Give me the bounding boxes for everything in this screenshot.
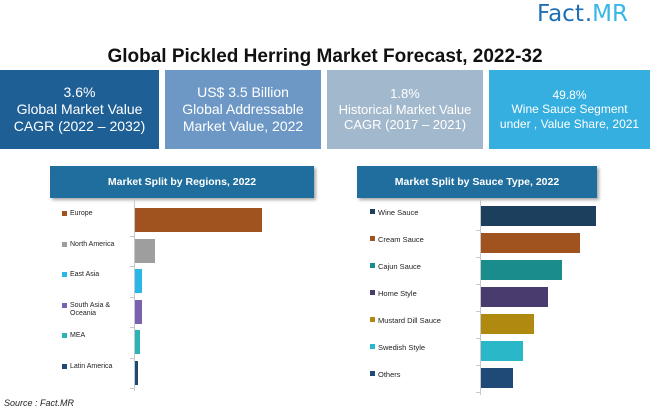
legend-swatch	[370, 263, 375, 268]
bar-mustard-dill-sauce	[481, 314, 535, 334]
bar-latin-america	[135, 360, 139, 385]
legend-swatch	[370, 371, 375, 376]
bar-south-asia-oceania	[135, 299, 142, 324]
kpi-value: 49.8%	[552, 87, 587, 102]
bar-east-asia	[135, 269, 142, 293]
kpi-caption: Global Addressable Market Value, 2022	[182, 100, 304, 135]
axis-tick	[130, 388, 134, 389]
logo-fact: Fact	[536, 1, 584, 27]
kpi-value: 1.8%	[390, 85, 420, 101]
kpi-caption: Global Market Value CAGR (2022 – 2032)	[13, 100, 146, 135]
kpi-caption: Wine Sauce Segment under , Value Share, …	[499, 102, 640, 131]
category-text: Swedish Style	[378, 343, 426, 352]
category-label: Cajun Sauce	[370, 262, 474, 271]
axis-tick	[476, 311, 480, 312]
category-label: South Asia & Oceania	[62, 302, 128, 320]
legend-swatch	[62, 272, 67, 277]
factmr-logo: Fact. MR	[537, 3, 628, 26]
kpi-value: 3.6%	[63, 83, 96, 100]
category-label: Europe	[62, 210, 128, 219]
source-note: Source : Fact.MR	[4, 398, 75, 408]
bar-europe	[135, 208, 262, 232]
category-text: South Asia & Oceania	[70, 301, 111, 318]
kpi-caption: Historical Market Value CAGR (2017 – 202…	[338, 101, 472, 133]
legend-swatch	[370, 344, 375, 349]
category-text: North America	[70, 240, 115, 248]
bar-swedish-style	[481, 341, 523, 361]
logo-mr: MR	[592, 1, 628, 27]
category-label: North America	[62, 241, 128, 250]
category-text: Cajun Sauce	[378, 262, 421, 271]
legend-swatch	[370, 290, 375, 295]
axis-tick	[130, 357, 134, 359]
regions-bar-chart: Europe North America East Asia South Asia &…	[62, 200, 314, 391]
legend-swatch	[62, 333, 67, 338]
axis-tick	[476, 230, 480, 231]
chart-title: Global Pickled Herring Market Forecast, …	[107, 46, 543, 67]
category-label: Wine Sauce	[370, 208, 474, 217]
category-text: Home Style	[378, 289, 417, 298]
category-text: MEA	[70, 332, 86, 339]
category-text: East Asia	[70, 271, 100, 278]
axis-tick	[476, 365, 480, 366]
axis-tick	[476, 338, 480, 339]
category-text: Others	[378, 370, 401, 379]
category-label: Swedish Style	[370, 343, 474, 352]
axis-tick	[130, 296, 134, 298]
legend-swatch	[62, 302, 67, 308]
bar-cream-sauce	[481, 233, 581, 253]
legend-swatch	[370, 209, 375, 214]
category-label: Others	[370, 370, 474, 379]
category-label: Home Style	[370, 289, 474, 298]
category-label: Latin America	[62, 363, 128, 372]
regions-panel-title: Market Split by Regions, 2022	[50, 166, 314, 198]
legend-swatch	[370, 317, 375, 322]
category-text: Wine Sauce	[378, 208, 419, 217]
bar-north-america	[135, 238, 155, 263]
axis-tick	[130, 327, 134, 328]
axis-tick	[476, 392, 480, 393]
legend-swatch	[370, 236, 375, 241]
bar-cajun-sauce	[481, 260, 562, 280]
sauce-bar-chart: Wine Sauce Cream Sauce Cajun Sauce Home Sty…	[370, 200, 604, 395]
axis-tick	[476, 257, 480, 258]
kpi-historical-cagr: 1.8% Historical Market Value CAGR (2017 –…	[327, 70, 483, 149]
category-label: Cream Sauce	[370, 235, 474, 244]
kpi-addressable-value: US$ 3.5 Billion Global Addressable Market…	[165, 70, 321, 149]
category-label: MEA	[62, 332, 128, 341]
bar-wine-sauce	[481, 206, 596, 226]
legend-swatch	[62, 211, 67, 216]
legend-swatch	[62, 363, 67, 369]
y-axis-line	[480, 200, 481, 395]
kpi-market-cagr: 3.6% Global Market Value CAGR (2022 – 203…	[0, 70, 159, 149]
category-text: Cream Sauce	[378, 235, 424, 244]
legend-swatch	[62, 241, 67, 247]
y-axis-line	[134, 200, 135, 391]
category-text: Europe	[70, 210, 93, 217]
bar-mea	[135, 330, 140, 354]
bar-others	[481, 368, 514, 388]
category-label: Mustard Dill Sauce	[370, 316, 474, 325]
sauce-panel-title: Market Split by Sauce Type, 2022	[357, 166, 597, 198]
axis-tick	[130, 266, 134, 267]
axis-tick	[476, 284, 480, 285]
axis-tick	[130, 235, 134, 237]
category-text: Mustard Dill Sauce	[378, 316, 441, 325]
category-label: East Asia	[62, 271, 128, 280]
logo-dot: .	[584, 1, 593, 27]
kpi-value: US$ 3.5 Billion	[197, 83, 289, 100]
bar-home-style	[481, 287, 548, 307]
kpi-wine-sauce-share: 49.8% Wine Sauce Segment under , Value Sh…	[489, 70, 650, 149]
category-text: Latin America	[70, 362, 113, 370]
